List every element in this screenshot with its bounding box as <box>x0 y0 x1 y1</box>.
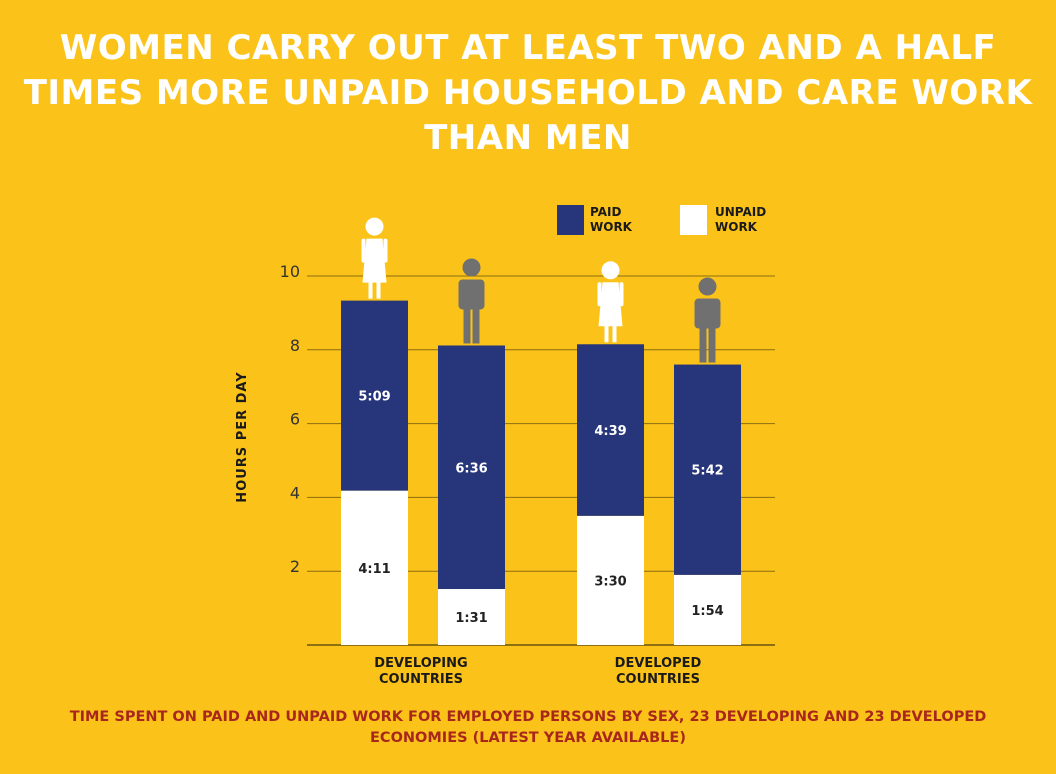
data-label-paid: 6:36 <box>455 461 487 476</box>
y-tick-label: 2 <box>290 557 300 576</box>
woman-icon <box>361 217 388 299</box>
bar-paid-women <box>577 344 644 516</box>
legend-label-unpaid: UNPAID <box>715 205 766 219</box>
y-tick-label: 6 <box>290 410 300 429</box>
y-tick-label: 4 <box>290 483 300 502</box>
data-label-paid: 5:42 <box>691 464 723 479</box>
data-label-unpaid: 1:31 <box>455 611 487 626</box>
legend-label-paid: WORK <box>590 220 633 234</box>
x-category-label: COUNTRIES <box>616 672 700 687</box>
man-icon <box>458 258 485 344</box>
legend-label-paid: PAID <box>590 205 621 219</box>
data-label-paid: 4:39 <box>594 424 626 439</box>
bar-paid-men <box>438 345 505 590</box>
bar-unpaid-women <box>341 490 408 645</box>
y-tick-label: 8 <box>290 336 300 355</box>
chart-caption: TIME SPENT ON PAID AND UNPAID WORK FOR E… <box>69 709 987 746</box>
data-label-unpaid: 4:11 <box>358 562 390 577</box>
chart-title: WOMEN CARRY OUT AT LEAST TWO AND A HALF … <box>23 28 1033 158</box>
bar-unpaid-men <box>674 574 741 645</box>
data-label-paid: 5:09 <box>358 390 390 405</box>
legend-label-unpaid: WORK <box>715 220 758 234</box>
bar-unpaid-women <box>577 515 644 645</box>
data-label-unpaid: 1:54 <box>691 604 723 619</box>
bar-paid-men <box>674 364 741 575</box>
data-label-unpaid: 3:30 <box>594 574 626 589</box>
x-category-label: DEVELOPING <box>374 656 467 671</box>
x-category-label: COUNTRIES <box>379 672 463 687</box>
y-axis-label: HOURS PER DAY <box>235 371 250 502</box>
man-icon <box>694 277 721 363</box>
y-tick-label: 10 <box>280 262 300 281</box>
woman-icon <box>597 261 624 343</box>
legend-swatch-paid <box>557 205 584 235</box>
legend-swatch-unpaid <box>680 205 707 235</box>
bar-unpaid-men <box>438 589 505 645</box>
x-category-label: DEVELOPED <box>615 656 702 671</box>
bar-paid-women <box>341 300 408 491</box>
